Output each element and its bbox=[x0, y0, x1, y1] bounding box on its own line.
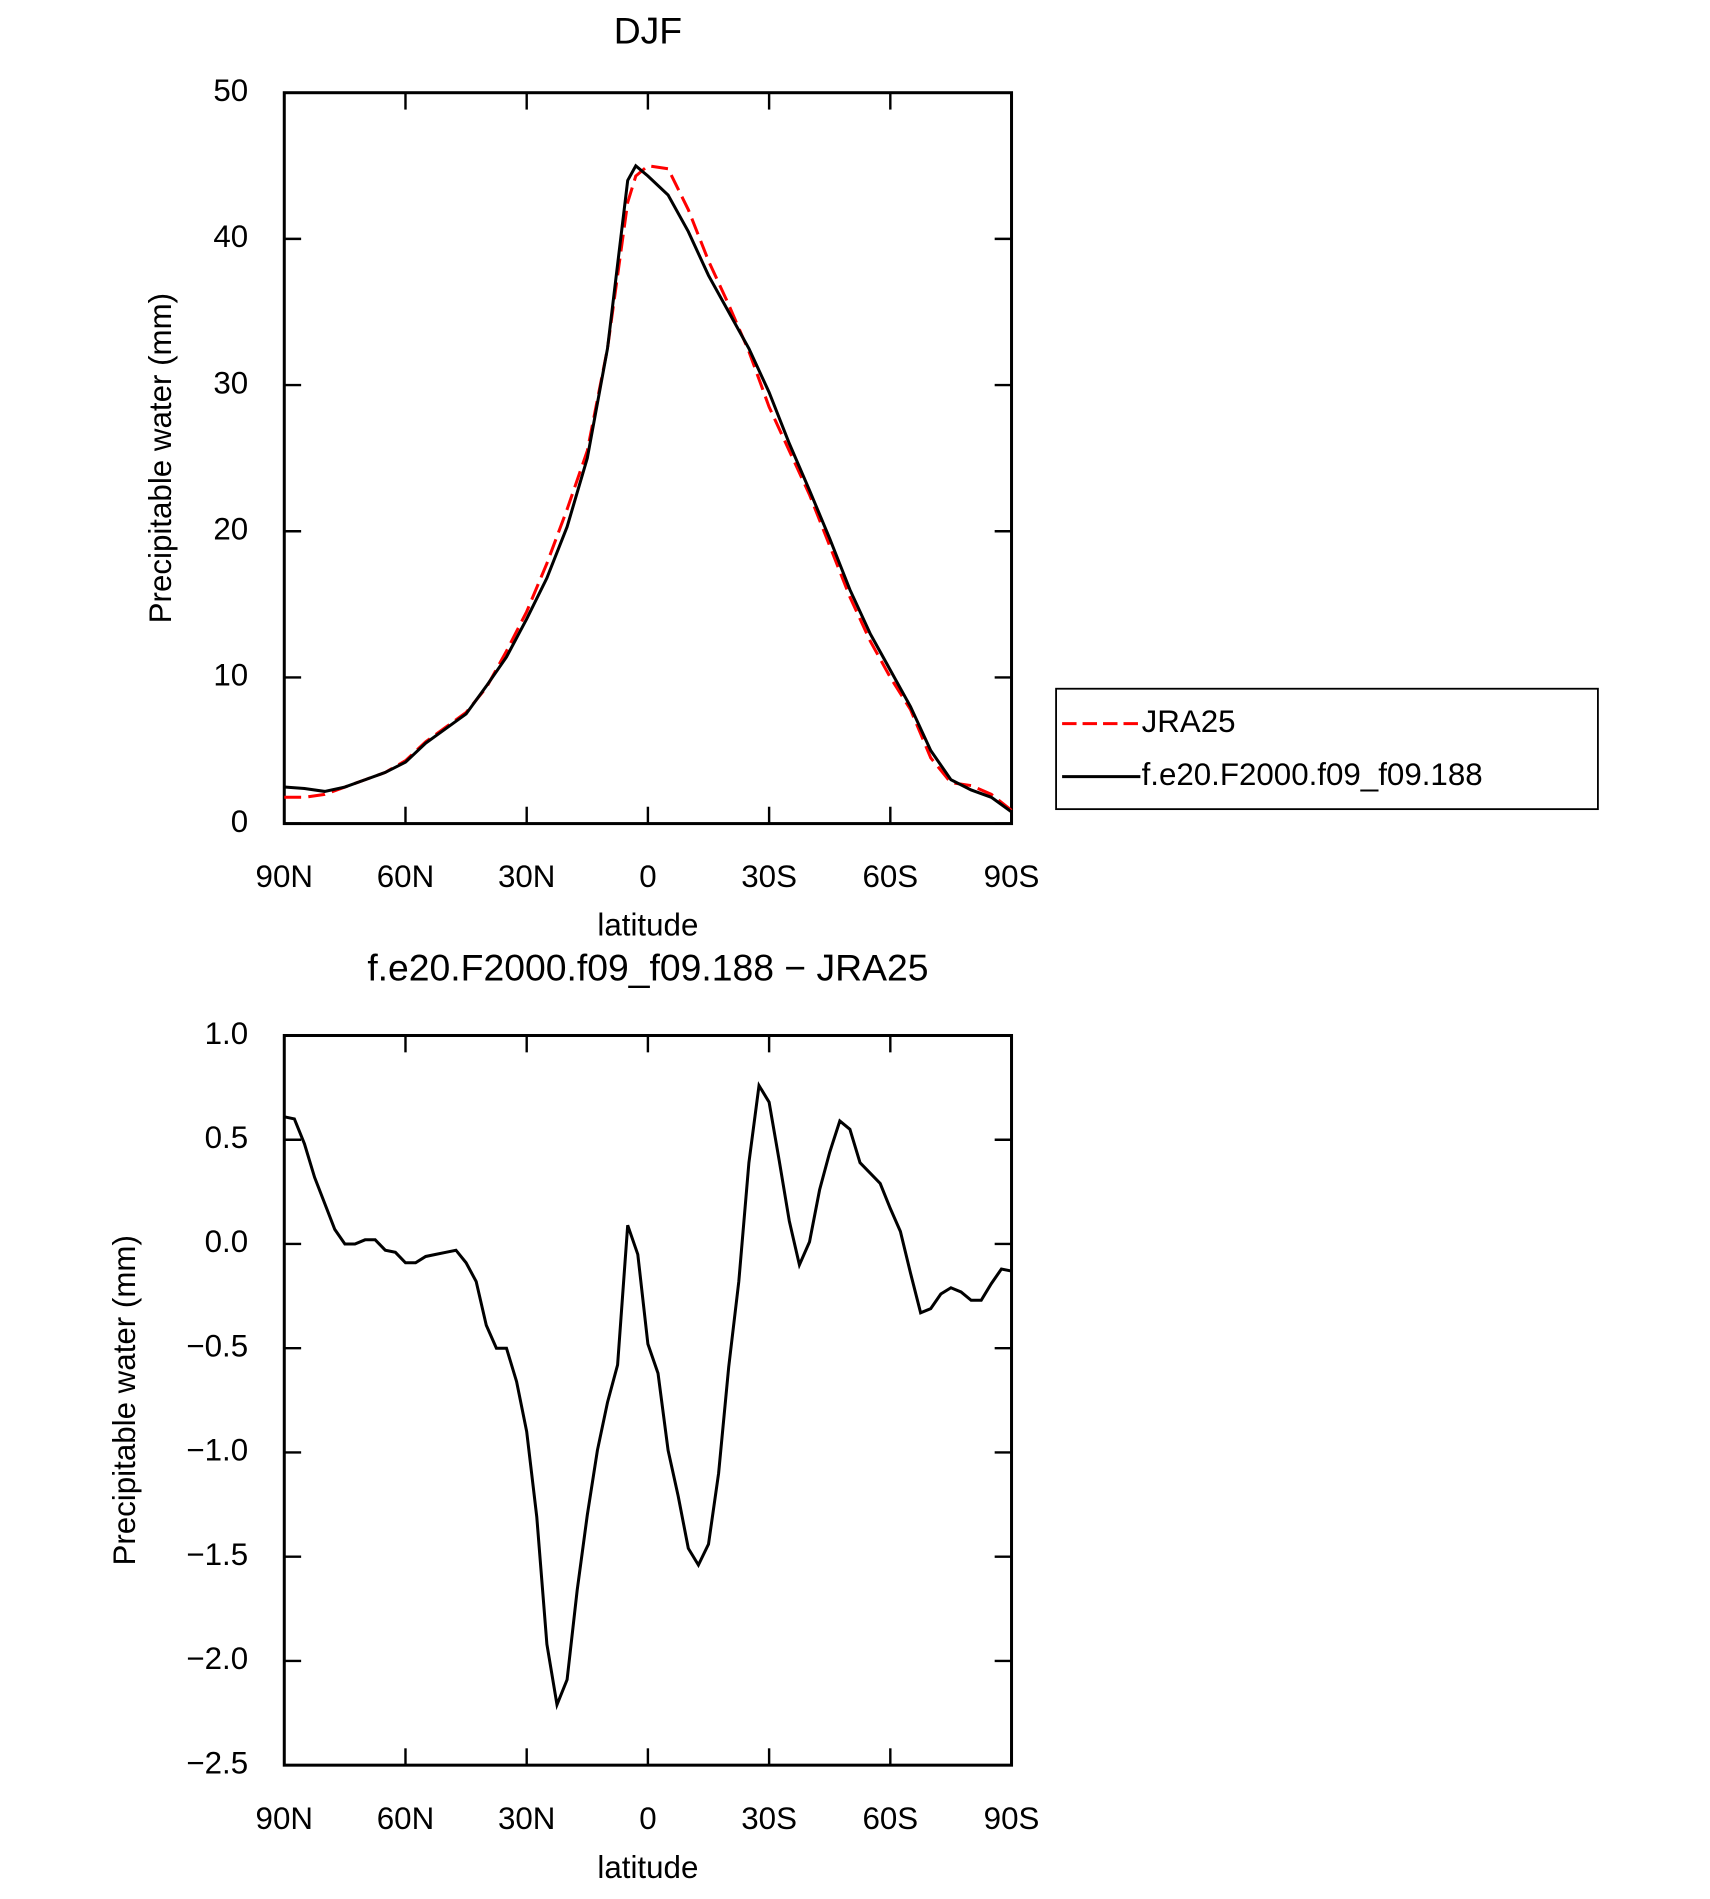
y-tick-label: 50 bbox=[213, 73, 248, 108]
x-tick-label: 30S bbox=[741, 859, 797, 894]
x-tick-label: 60N bbox=[377, 1801, 434, 1836]
y-tick-label: −2.0 bbox=[186, 1641, 248, 1676]
legend-label: f.e20.F2000.f09_f09.188 bbox=[1142, 757, 1483, 792]
x-tick-label: 60S bbox=[862, 1801, 918, 1836]
x-axis-label: latitude bbox=[597, 907, 698, 942]
chart-title: DJF bbox=[614, 10, 682, 52]
y-tick-label: 0.5 bbox=[205, 1120, 249, 1155]
legend-box bbox=[1055, 687, 1599, 811]
y-tick-label: 40 bbox=[213, 219, 248, 254]
plot-frame bbox=[282, 91, 1014, 826]
x-tick-label: 90N bbox=[256, 859, 313, 894]
y-tick-label: 30 bbox=[213, 365, 248, 400]
x-axis-label: latitude bbox=[597, 1850, 698, 1885]
y-tick-label: 1.0 bbox=[205, 1016, 249, 1051]
x-tick-label: 60S bbox=[862, 859, 918, 894]
x-tick-label: 30N bbox=[498, 859, 555, 894]
x-tick-label: 0 bbox=[639, 1801, 656, 1836]
y-tick-label: 0 bbox=[231, 804, 248, 839]
x-tick-label: 0 bbox=[639, 859, 656, 894]
y-tick-label: 10 bbox=[213, 658, 248, 693]
y-tick-label: −0.5 bbox=[186, 1328, 248, 1363]
y-tick-label: 0.0 bbox=[205, 1224, 249, 1259]
y-tick-label: −1.5 bbox=[186, 1537, 248, 1572]
y-axis-label: Precipitable water (mm) bbox=[143, 293, 178, 623]
x-tick-label: 90S bbox=[984, 1801, 1040, 1836]
chart-title: f.e20.F2000.f09_f09.188 − JRA25 bbox=[367, 946, 928, 988]
y-axis-label: Precipitable water (mm) bbox=[107, 1235, 142, 1565]
data-line bbox=[284, 164, 1013, 812]
x-tick-label: 90N bbox=[256, 1801, 313, 1836]
x-tick-label: 60N bbox=[377, 859, 434, 894]
y-tick-label: 20 bbox=[213, 512, 248, 547]
y-tick-label: −2.5 bbox=[186, 1745, 248, 1780]
x-tick-label: 90S bbox=[984, 859, 1040, 894]
y-tick-label: −1.0 bbox=[186, 1433, 248, 1468]
legend-label: JRA25 bbox=[1142, 704, 1236, 739]
x-tick-label: 30S bbox=[741, 1801, 797, 1836]
plot-frame bbox=[282, 1033, 1014, 1767]
x-tick-label: 30N bbox=[498, 1801, 555, 1836]
data-line bbox=[283, 1081, 1012, 1711]
data-line bbox=[284, 163, 1013, 814]
